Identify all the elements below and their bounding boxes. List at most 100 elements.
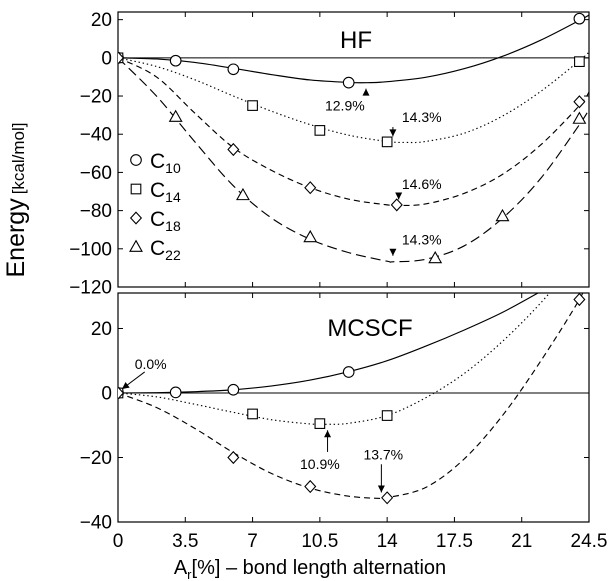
- hf-annotation-label: 12.9%: [325, 98, 365, 114]
- x-axis-label-rest: [%] – bond length alternation: [192, 557, 447, 579]
- mcscf-point-c18: [118, 386, 125, 400]
- hf-point-c10: [169, 54, 182, 67]
- mcscf-annotation-arrow-head: [324, 430, 332, 438]
- x-tick-label: 7: [247, 531, 258, 552]
- hf-point-c22: [495, 208, 510, 222]
- hf-point-c18: [304, 181, 317, 195]
- hf-annotation-arrow-head: [389, 129, 397, 137]
- hf-curve-c10: [118, 14, 589, 84]
- legend-label-sub: 10: [165, 160, 181, 176]
- x-tick-label: 10.5: [301, 531, 338, 552]
- mcscf-annotation-label: 13.7%: [363, 446, 403, 462]
- mcscf-curve-c10: [118, 293, 540, 394]
- hf-y-tick-label: 20: [91, 10, 112, 31]
- legend-label-base: C: [150, 150, 165, 173]
- hf-panel-label: HF: [340, 27, 372, 54]
- hf-annotations: 12.9% 14.3% 14.6% 14.3%: [325, 88, 442, 256]
- hf-point-c22: [236, 187, 250, 201]
- hf-point-c22: [168, 109, 183, 122]
- hf-point-c14: [314, 125, 326, 136]
- mcscf-point-c14: [314, 418, 326, 429]
- hf-y-tick-label: −20: [80, 87, 112, 108]
- hf-annotation-arrow-head: [395, 192, 403, 200]
- legend-label-c22: C22: [150, 237, 181, 263]
- mcscf-point-c18: [381, 491, 394, 505]
- hf-point-c10: [227, 63, 240, 76]
- mcscf-plot-frame: [117, 292, 590, 523]
- hf-y-tick-label: −60: [80, 163, 112, 184]
- hf-point-c14: [574, 56, 585, 68]
- hf-y-tick-label: −40: [80, 125, 112, 146]
- mcscf-point-c14: [381, 410, 393, 421]
- legend-label-base: C: [150, 179, 165, 202]
- hf-point-c18: [118, 51, 125, 65]
- hf-y-tick-label: −120: [69, 278, 112, 299]
- hf-y-tick-label: −80: [80, 201, 112, 222]
- mcscf-markers: [118, 293, 586, 505]
- mcscf-curve-c18: [118, 293, 584, 500]
- mcscf-annotation-label: 0.0%: [135, 356, 167, 372]
- mcscf-panel-label: MCSCF: [327, 315, 412, 342]
- x-tick-label: 17.5: [436, 531, 473, 552]
- mcscf-annotations: 0.0% 10.9% 13.7%: [121, 356, 403, 493]
- hf-annotation-label: 14.3%: [402, 109, 442, 125]
- legend-marker-c14: [130, 183, 142, 195]
- y-axis-label-unit: [kcal/mol]: [9, 122, 28, 194]
- hf-markers: [118, 12, 587, 264]
- hf-plot-frame: [117, 11, 590, 288]
- hf-point-c18: [227, 142, 240, 157]
- hf-curve-c22: [118, 57, 589, 263]
- hf-point-c14: [247, 100, 258, 111]
- mcscf-point-c10: [227, 383, 240, 396]
- hf-point-c22: [428, 250, 443, 264]
- legend-label-c18: C18: [150, 208, 181, 234]
- x-ticks: 0 3.5 7 10.5 14 17.5 21 24.5: [113, 531, 608, 552]
- legend-label-base: C: [150, 208, 165, 231]
- x-tick-label: 24.5: [571, 531, 608, 552]
- x-axis-label: Ar[%] – bond length alternation: [174, 557, 446, 581]
- mcscf-y-tick-label: −20: [80, 448, 112, 469]
- mcscf-panel: 20 0 −20 −40 0.0% 10.9% 13.7% MCSCF: [80, 292, 590, 534]
- x-tick-label: 0: [113, 531, 124, 552]
- mcscf-annotation-arrow-head: [377, 485, 385, 493]
- mcscf-y-tick-label: 0: [101, 383, 112, 404]
- legend-label-c14: C14: [150, 179, 181, 205]
- x-tick-label: 21: [511, 531, 532, 552]
- hf-point-c14: [381, 136, 393, 148]
- hf-y-tick-label: 0: [101, 48, 112, 69]
- mcscf-point-c14: [247, 408, 258, 420]
- hf-point-c22: [303, 229, 318, 243]
- hf-y-tick-label: −100: [69, 239, 112, 260]
- hf-point-c10: [573, 12, 586, 25]
- y-axis-label-main: Energy: [2, 198, 30, 278]
- legend-label-sub: 18: [165, 218, 181, 234]
- hf-point-c18: [390, 198, 403, 212]
- mcscf-point-c10: [342, 366, 355, 378]
- mcscf-y-tick-label: −40: [80, 513, 112, 534]
- mcscf-curves: [118, 293, 589, 500]
- legend-marker-c18: [129, 211, 143, 225]
- hf-y-ticks: 20 0 −20 −40 −60 −80 −100 −120: [69, 10, 590, 299]
- mcscf-point-c18: [227, 450, 240, 465]
- mcscf-point-c18: [573, 293, 586, 307]
- legend-label-sub: 14: [165, 189, 181, 205]
- hf-point-c22: [572, 111, 587, 124]
- mcscf-point-c18: [304, 479, 317, 494]
- x-tick-label: 14: [377, 531, 399, 552]
- legend-label-base: C: [150, 237, 165, 260]
- x-axis-label-sub: r: [187, 567, 192, 581]
- x-axis-label-main: A: [174, 557, 188, 579]
- hf-point-c18: [573, 95, 586, 109]
- mcscf-y-ticks: 20 0 −20 −40: [80, 293, 590, 534]
- hf-panel: 200−20−40−60−80−100−120 12.9%14.3%14.6%1…: [69, 10, 590, 299]
- hf-annotation-label: 14.6%: [402, 176, 442, 192]
- hf-point-c10: [342, 76, 355, 89]
- x-tick-label: 3.5: [172, 531, 198, 552]
- hf-annotation-label: 14.3%: [402, 231, 442, 247]
- y-axis-label: Energy [kcal/mol]: [2, 122, 30, 277]
- legend-marker-c22: [129, 239, 143, 252]
- hf-annotation-arrow-head: [389, 248, 397, 256]
- legend-label-c10: C10: [150, 150, 181, 176]
